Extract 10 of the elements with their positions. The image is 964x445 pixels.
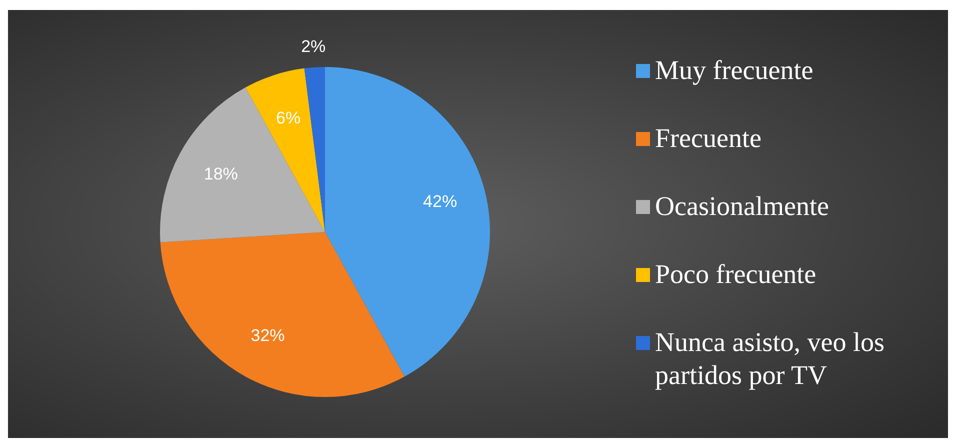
legend-label: Frecuente [655,122,762,155]
data-label: 32% [250,326,285,345]
data-label: 2% [301,37,326,56]
legend-label: Poco frecuente [655,258,816,291]
data-label: 18% [204,164,238,184]
data-label: 42% [423,192,458,212]
legend-label: Nunca asisto, veo los partidos por TV [655,326,886,392]
data-label: 6% [276,108,301,128]
legend-label: Muy frecuente [655,54,814,87]
legend-label: Ocasionalmente [655,190,829,223]
